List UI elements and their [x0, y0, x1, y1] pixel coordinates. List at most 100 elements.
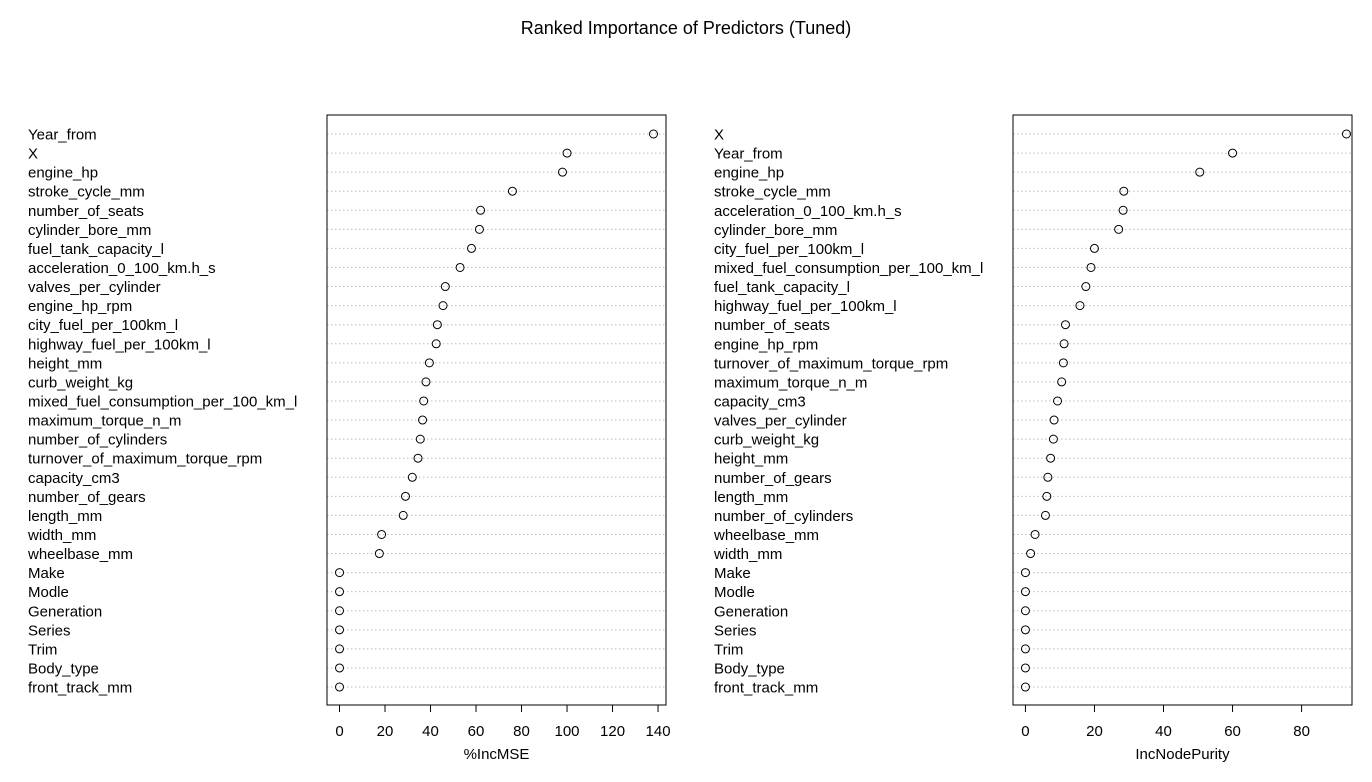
incnodepurity-row-label: wheelbase_mm — [713, 527, 819, 544]
incmse-point — [438, 301, 448, 311]
incmse-point — [431, 339, 441, 349]
incnodepurity-point — [1228, 148, 1238, 158]
incnodepurity-point — [1060, 320, 1070, 330]
incnodepurity-row-label: Make — [714, 565, 751, 582]
incmse-point — [335, 606, 345, 616]
incnodepurity-row-label: engine_hp — [714, 165, 784, 182]
incmse-row-label: Trim — [28, 641, 57, 658]
incnodepurity-point — [1195, 167, 1205, 177]
incnodepurity-point — [1020, 663, 1030, 673]
incmse-row-label: X — [28, 146, 38, 163]
incmse-point — [562, 148, 572, 158]
incmse-row-label: valves_per_cylinder — [28, 279, 161, 296]
incmse-row-label: stroke_cycle_mm — [28, 184, 145, 201]
incmse-point — [377, 529, 387, 539]
incnodepurity-panel: X Year_from engine_hp stroke_cycle_mmaccele… — [713, 114, 1353, 763]
incnodepurity-point — [1020, 682, 1030, 692]
incnodepurity-plot-frame — [1012, 114, 1353, 706]
incnodepurity-x-axis-title: IncNodePurity — [1135, 746, 1230, 763]
incmse-row-label: city_fuel_per_100km_l — [28, 317, 178, 334]
incnodepurity-row-label: stroke_cycle_mm — [714, 184, 831, 201]
incmse-point — [374, 549, 384, 559]
incnodepurity-row-label: Body_type — [714, 660, 785, 677]
incnodepurity-point — [1040, 510, 1050, 520]
incnodepurity-point — [1075, 301, 1085, 311]
incmse-point — [432, 320, 442, 330]
incmse-row-label: Make — [28, 565, 65, 582]
incnodepurity-point — [1020, 644, 1030, 654]
incmse-row-label: Body_type — [28, 660, 99, 677]
incmse-row-label: Series — [28, 622, 71, 639]
incmse-point — [413, 453, 423, 463]
incnodepurity-point — [1020, 625, 1030, 635]
incnodepurity-point — [1049, 415, 1059, 425]
incmse-row-label: number_of_gears — [28, 489, 146, 506]
incmse-x-tick-label: 80 — [513, 723, 530, 740]
incmse-point — [407, 472, 417, 482]
incmse-point — [419, 396, 429, 406]
incmse-row-label: height_mm — [28, 355, 102, 372]
incmse-row-label: capacity_cm3 — [28, 470, 120, 487]
incnodepurity-point — [1114, 224, 1124, 234]
incmse-row-label: number_of_cylinders — [28, 432, 167, 449]
incnodepurity-x-tick-label: 60 — [1224, 723, 1241, 740]
incmse-point — [335, 682, 345, 692]
incnodepurity-row-label: maximum_torque_n_m — [714, 374, 867, 391]
incnodepurity-point — [1118, 205, 1128, 215]
incnodepurity-row-label: height_mm — [714, 451, 788, 468]
incmse-row-label: wheelbase_mm — [27, 546, 133, 563]
incnodepurity-row-label: city_fuel_per_100km_l — [714, 241, 864, 258]
incmse-point — [335, 587, 345, 597]
incnodepurity-point — [1081, 282, 1091, 292]
incmse-plot-frame — [326, 114, 667, 706]
incmse-x-tick-label: 40 — [422, 723, 439, 740]
incmse-point — [335, 663, 345, 673]
incnodepurity-point — [1042, 491, 1052, 501]
incmse-row-label: engine_hp_rpm — [28, 298, 132, 315]
incmse-row-label: length_mm — [28, 508, 102, 525]
incnodepurity-row-label: Modle — [714, 584, 755, 601]
incnodepurity-row-label: X — [714, 127, 724, 144]
incmse-x-tick-label: 20 — [377, 723, 394, 740]
chart-title: Ranked Importance of Predictors (Tuned) — [521, 18, 852, 38]
incmse-point — [466, 243, 476, 253]
incmse-row-label: curb_weight_kg — [28, 374, 133, 391]
incnodepurity-row-label: valves_per_cylinder — [714, 413, 847, 430]
incmse-x-tick-label: 0 — [335, 723, 343, 740]
incmse-row-label: Generation — [28, 603, 102, 620]
incmse-row-label: highway_fuel_per_100km_l — [28, 336, 211, 353]
incmse-row-label: mixed_fuel_consumption_per_100_km_l — [28, 393, 297, 410]
incnodepurity-row-label: capacity_cm3 — [714, 393, 806, 410]
incmse-row-label: cylinder_bore_mm — [28, 222, 151, 239]
incnodepurity-point — [1020, 587, 1030, 597]
incmse-x-tick-label: 140 — [646, 723, 671, 740]
incmse-row-label: fuel_tank_capacity_l — [28, 241, 164, 258]
incnodepurity-row-label: cylinder_bore_mm — [714, 222, 837, 239]
incmse-point — [400, 491, 410, 501]
incmse-row-label: Year_from — [28, 127, 97, 144]
incmse-point — [474, 224, 484, 234]
incmse-x-axis-title: %IncMSE — [464, 746, 530, 763]
incnodepurity-row-label: length_mm — [714, 489, 788, 506]
incnodepurity-point — [1043, 472, 1053, 482]
incnodepurity-row-label: Series — [714, 622, 757, 639]
incnodepurity-row-label: front_track_mm — [714, 680, 818, 697]
incmse-point — [648, 129, 658, 139]
incmse-row-label: number_of_seats — [28, 203, 144, 220]
incnodepurity-row-label: turnover_of_maximum_torque_rpm — [714, 355, 948, 372]
incnodepurity-x-tick-label: 40 — [1155, 723, 1172, 740]
incmse-point — [415, 434, 425, 444]
incmse-point — [507, 186, 517, 196]
incnodepurity-point — [1046, 453, 1056, 463]
incmse-point — [440, 282, 450, 292]
incnodepurity-row-label: engine_hp_rpm — [714, 336, 818, 353]
incmse-point — [335, 625, 345, 635]
incnodepurity-point — [1020, 606, 1030, 616]
incmse-point — [557, 167, 567, 177]
incmse-x-tick-label: 120 — [600, 723, 625, 740]
incnodepurity-row-label: number_of_cylinders — [714, 508, 853, 525]
incmse-point — [421, 377, 431, 387]
incnodepurity-point — [1020, 568, 1030, 578]
